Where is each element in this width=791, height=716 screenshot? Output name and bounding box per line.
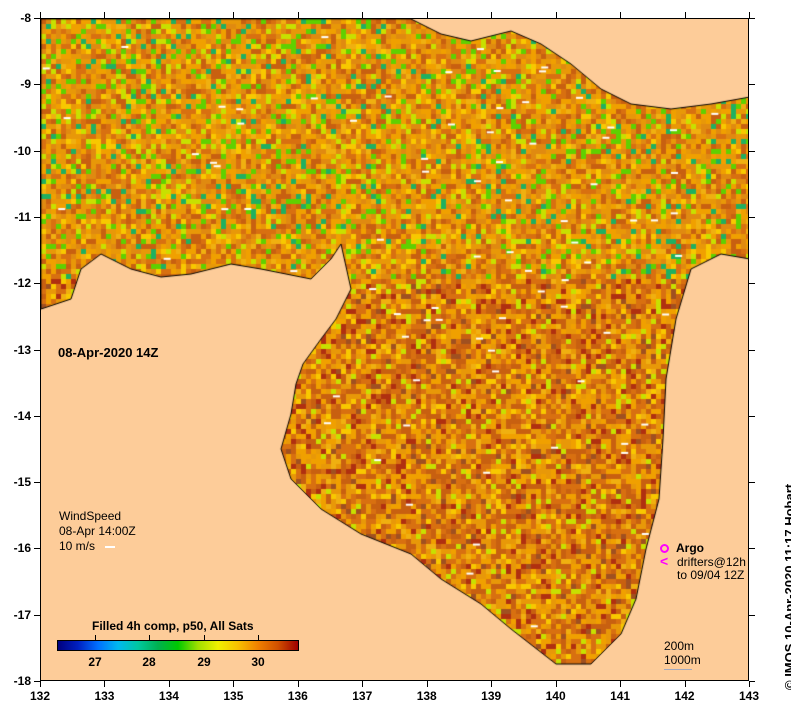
x-tick (426, 681, 428, 687)
colorbar-label: 29 (197, 655, 211, 669)
x-tick (362, 681, 364, 687)
timestamp-label: 08-Apr-2020 14Z (58, 345, 159, 360)
y-tick (34, 482, 40, 484)
x-tick (749, 12, 750, 18)
y-tick (749, 150, 755, 152)
y-tick (749, 614, 755, 616)
x-tick (297, 681, 299, 687)
y-tick (34, 150, 40, 152)
y-tick-label: -8 (20, 11, 31, 25)
y-tick (749, 84, 755, 86)
x-tick (40, 12, 41, 18)
wind-title: WindSpeed (59, 509, 122, 523)
wind-time: 08-Apr 14:00Z (59, 524, 136, 538)
argo-float-icon (660, 544, 669, 553)
x-tick-label: 142 (674, 689, 695, 703)
y-tick (34, 681, 40, 682)
y-tick (34, 216, 40, 218)
argo-label: Argo (676, 541, 704, 555)
x-tick (168, 12, 170, 18)
colorbar-tick (149, 635, 150, 640)
x-tick-label: 134 (158, 689, 179, 703)
y-tick (749, 216, 755, 218)
x-tick-label: 137 (352, 689, 373, 703)
y-tick-label: -11 (14, 209, 31, 224)
colorbar-label: 28 (142, 655, 156, 669)
x-tick (684, 681, 686, 687)
y-tick (34, 84, 40, 86)
y-tick-label: -9 (20, 77, 31, 92)
contour-200m-label: 200m (664, 639, 695, 653)
x-tick (684, 12, 686, 18)
sst-map (40, 18, 749, 681)
wind-arrow-icon (105, 546, 115, 548)
y-tick (749, 18, 755, 19)
contour-1000m-label: 1000m (664, 653, 701, 667)
y-tick-label: -17 (13, 607, 31, 622)
colorbar-tick (258, 635, 259, 640)
x-tick (620, 12, 622, 18)
colorbar-tick (95, 635, 96, 640)
drifters-label: drifters@12h (677, 555, 746, 569)
drifter-arrow-icon: < (660, 553, 669, 569)
colorbar (57, 640, 299, 651)
credit-text: © IMOS 10-Apr-2020 11:17 Hobart (782, 483, 791, 690)
drifters-time-label: to 09/04 12Z (677, 568, 745, 582)
x-tick (233, 12, 235, 18)
x-tick (104, 12, 106, 18)
x-tick-label: 143 (738, 689, 760, 703)
y-tick (749, 681, 755, 682)
colorbar-label: 30 (251, 655, 265, 669)
x-tick (362, 12, 364, 18)
x-tick (555, 681, 557, 687)
x-tick (104, 681, 106, 687)
x-tick (40, 681, 41, 687)
y-tick (749, 415, 755, 417)
contour-1000m-line (664, 669, 692, 670)
x-tick-label: 132 (29, 689, 51, 703)
y-tick (749, 548, 755, 550)
y-tick-label: -18 (13, 674, 31, 688)
x-tick (620, 681, 622, 687)
x-tick (233, 681, 235, 687)
y-tick (749, 349, 755, 351)
x-tick-label: 133 (94, 689, 115, 703)
x-tick (555, 12, 557, 18)
x-tick-label: 140 (545, 689, 566, 703)
x-tick-label: 138 (416, 689, 437, 703)
y-tick (34, 614, 40, 616)
colorbar-label: 27 (88, 655, 102, 669)
x-tick (297, 12, 299, 18)
colorbar-tick (204, 635, 205, 640)
colorbar-title: Filled 4h comp, p50, All Sats (92, 619, 254, 633)
y-tick-label: -16 (13, 541, 31, 556)
y-tick (749, 482, 755, 484)
y-tick (34, 283, 40, 285)
x-tick-label: 135 (223, 689, 244, 703)
y-tick-label: -10 (13, 143, 31, 158)
x-tick (491, 681, 493, 687)
x-tick-label: 136 (287, 689, 308, 703)
wind-scale: 10 m/s (59, 539, 96, 553)
x-tick (749, 681, 750, 687)
y-tick-label: -14 (13, 408, 31, 423)
y-tick-label: -13 (13, 342, 31, 357)
y-tick (34, 415, 40, 417)
x-tick-label: 139 (481, 689, 502, 703)
y-tick (34, 18, 40, 19)
y-tick-label: -15 (13, 475, 31, 490)
sst-field (41, 19, 748, 680)
x-tick (426, 12, 428, 18)
x-tick-label: 141 (610, 689, 631, 703)
x-tick (491, 12, 493, 18)
y-tick-label: -12 (13, 276, 31, 291)
y-tick (749, 283, 755, 285)
x-tick (168, 681, 170, 687)
y-tick (34, 349, 40, 351)
y-tick (34, 548, 40, 550)
